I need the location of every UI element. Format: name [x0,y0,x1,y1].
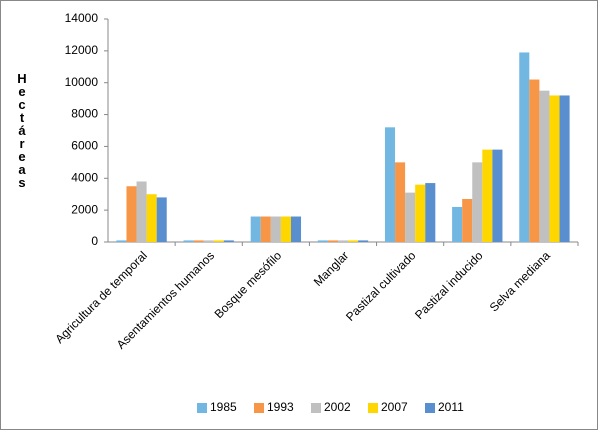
bar [193,240,204,242]
bar [337,240,349,242]
bar [519,52,530,243]
bar [270,216,281,242]
y-tick-label: 12000 [65,43,99,57]
bar [290,216,302,242]
bar [358,240,369,242]
bar [405,192,416,242]
bar [250,216,261,242]
bar [116,240,127,242]
bar [482,149,493,242]
bar [452,206,463,242]
bar [415,184,426,242]
bar [183,240,194,242]
bar [203,240,214,242]
y-tick-label: 14000 [65,11,99,25]
bar [559,95,570,242]
legend-label: 1985 [210,400,237,414]
bar [384,127,396,242]
bar [327,240,338,242]
legend-label: 2007 [381,400,408,414]
bar [348,240,359,242]
bar [213,240,224,242]
bar [529,79,540,243]
y-tick-label: 8000 [71,107,98,121]
bar [472,162,483,242]
bar [492,149,503,242]
legend-label: 2002 [324,400,351,414]
bar [136,181,147,242]
bar [260,216,271,242]
bar [462,198,473,242]
bar [126,186,137,242]
legend-label: 2011 [438,400,464,414]
bar [146,194,157,242]
y-tick-label: 4000 [71,170,98,184]
legend-swatch [311,403,321,413]
legend-swatch [197,403,207,413]
bar [156,197,167,242]
legend-swatch [254,403,264,413]
legend-label: 1993 [267,400,294,414]
bar [317,240,328,242]
y-tick-label: 10000 [65,75,99,89]
legend-swatch [425,403,435,413]
y-tick-label: 2000 [71,202,98,216]
y-tick-label: 0 [91,234,98,248]
bar [549,95,560,242]
legend-swatch [368,403,378,413]
bar [539,90,550,242]
bar [425,183,436,242]
y-tick-label: 6000 [71,139,98,153]
bar [395,162,406,242]
bar [280,216,291,242]
bar [223,240,234,242]
